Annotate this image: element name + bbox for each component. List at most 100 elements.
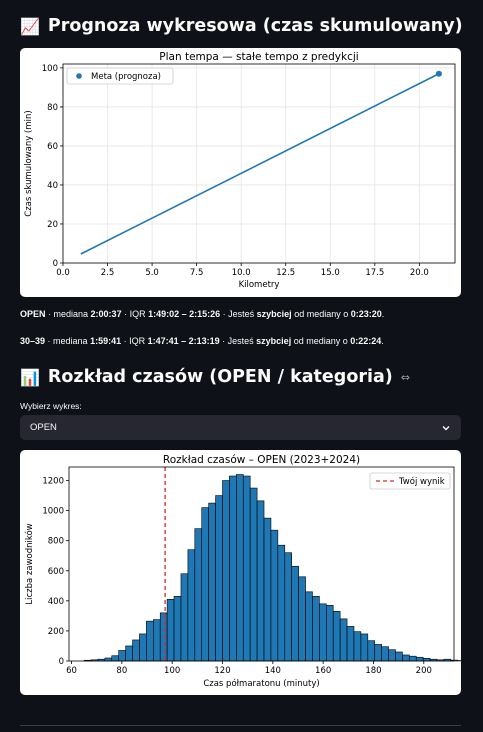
chevron-down-icon [442,425,450,430]
histogram-bar [132,639,140,662]
histogram-bar [111,655,119,662]
histogram-bar [381,646,389,662]
y-tick-label: 0 [53,259,58,269]
histogram-bar [229,475,237,662]
legend-label: Meta (prognoza) [91,72,161,82]
chart-select[interactable]: OPEN [20,415,461,440]
x-tick-label: 5.0 [145,268,159,278]
open-stats-end: . [381,309,385,319]
category-stats-group: 30–39 [20,336,46,346]
open-stats-mid1: · mediana [45,309,91,319]
category-stats-faster: szybciej [256,336,292,346]
x-tick-label: 60 [66,666,77,676]
histogram-bar [360,633,369,662]
y-axis-label: Czas skumulowany (min) [24,110,34,216]
x-tick-label: 140 [265,666,281,676]
histogram-bar [284,552,292,662]
x-tick-label: 180 [365,666,381,676]
chart-increasing-icon: 📈 [20,16,40,36]
category-stats-diff: 0:22:24 [350,336,382,346]
y-tick-label: 600 [48,567,64,577]
x-axis-label: Czas półmaratonu (minuty) [203,678,319,689]
histogram-bar [367,640,376,662]
chart-title: Plan tempa — stałe tempo z predykcji [159,51,358,63]
x-tick-label: 15.0 [321,268,340,278]
bar-chart-icon: 📊 [20,367,40,387]
histogram-bar [215,495,223,662]
forecast-heading: 📈 Prognoza wykresowa (czas skumulowany) [20,16,463,36]
open-stats-iqr: 1:49:02 – 2:15:26 [148,309,221,319]
category-stats-median: 1:59:41 [90,336,122,346]
forecast-heading-text: Prognoza wykresowa (czas skumulowany) [47,16,463,36]
histogram-bar [187,549,196,662]
distribution-heading-text: Rozkład czasów (OPEN / kategoria) [47,367,393,387]
distribution-chart-svg: Rozkład czasów – OPEN (2023+2024) 60 80 100… [24,454,461,689]
histogram-bar [395,651,403,662]
chart-title: Rozkład czasów – OPEN (2023+2024) [163,454,360,466]
legend-box [66,67,174,85]
y-tick-label: 1200 [42,477,64,487]
histogram-bar [249,487,258,662]
open-stats-line: OPEN · mediana 2:00:37 · IQR 1:49:02 – 2… [20,309,384,319]
histogram-bar [388,649,396,662]
histogram-bar [256,500,265,662]
histogram-bar [152,619,161,662]
anchor-link-icon[interactable]: ⇔ [400,370,410,384]
chart-select-label: Wybierz wykres: [20,401,82,411]
open-stats-diff: 0:23:20 [350,309,382,319]
y-tick-label: 0 [59,657,64,667]
histogram-bar [409,655,417,662]
y-tick-label: 400 [48,597,64,607]
divider [20,725,461,726]
histogram-bar [402,654,410,662]
histogram-bar [242,475,251,662]
histogram-bar [312,596,320,662]
category-stats-mid4: od mediany o [291,336,351,346]
legend-label: Twój wynik [398,476,445,487]
histogram-bar [104,657,113,662]
histogram-bar [332,611,341,662]
histogram-bar [118,650,126,662]
histogram-bar [166,599,175,662]
x-tick-label: 200 [416,666,432,676]
histogram-bar [277,544,286,662]
open-stats-mid3: · Jesteś [220,309,257,319]
histogram-bar [346,626,355,662]
category-stats-end: . [381,336,384,346]
histogram-bar [222,480,230,662]
histogram-bar [159,612,168,662]
histogram-bar [201,507,209,662]
distribution-heading: 📊 Rozkład czasów (OPEN / kategoria) ⇔ [20,367,410,387]
histogram-bar [298,576,306,662]
open-stats-group: OPEN [20,309,46,319]
histogram-bar [146,620,154,662]
y-tick-label: 20 [47,220,58,230]
histogram-bar [139,633,147,662]
open-stats-mid4: od mediany o [291,309,351,319]
histogram-bar [374,644,382,662]
legend-box [369,472,451,490]
category-stats-mid2: · IQR [121,336,148,346]
category-stats-iqr: 1:47:41 – 2:13:19 [147,336,220,346]
histogram-bar [422,657,431,662]
pace-plan-chart: Plan tempa — stałe tempo z predykcji 0.0 2… [20,48,461,297]
chart-select-value: OPEN [30,422,57,433]
open-stats-faster: szybciej [256,309,292,319]
x-tick-label: 12.5 [276,268,295,278]
category-stats-mid1: · mediana [45,336,91,346]
x-tick-label: 80 [116,666,127,676]
x-axis-label: Kilometry [239,280,280,290]
plot-frame [68,466,455,662]
histogram-bar [305,591,313,662]
histogram-bar [263,517,272,662]
x-tick-label: 2.5 [101,268,115,278]
y-tick-label: 200 [48,627,64,637]
x-tick-label: 0.0 [56,268,70,278]
x-tick-label: 100 [164,666,180,676]
y-tick-label: 80 [47,103,58,113]
y-tick-label: 1000 [42,507,64,517]
finish-point [435,70,442,77]
open-stats-median: 2:00:37 [90,309,122,319]
x-tick-label: 120 [214,666,230,676]
category-stats-mid3: · Jesteś [219,336,257,346]
